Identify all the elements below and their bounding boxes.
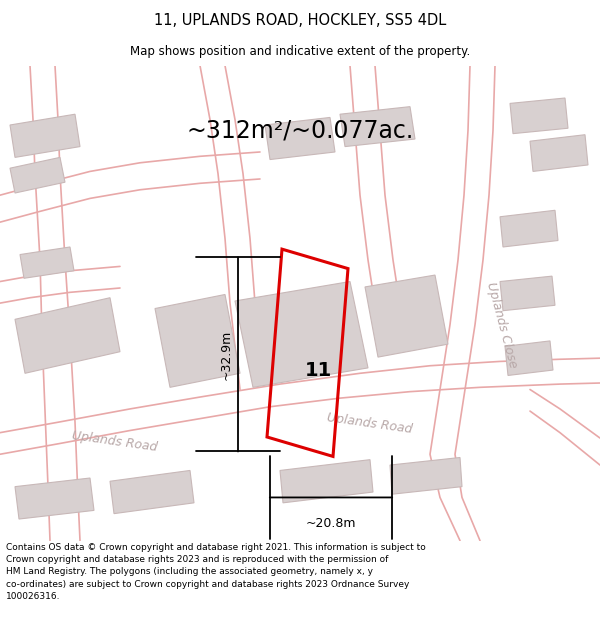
Polygon shape — [390, 458, 462, 494]
Polygon shape — [365, 275, 448, 357]
Polygon shape — [500, 210, 558, 247]
Text: Contains OS data © Crown copyright and database right 2021. This information is : Contains OS data © Crown copyright and d… — [6, 543, 426, 601]
Text: 11: 11 — [304, 361, 332, 379]
Polygon shape — [155, 294, 240, 388]
Polygon shape — [15, 478, 94, 519]
Polygon shape — [110, 471, 194, 514]
Polygon shape — [15, 298, 120, 373]
Polygon shape — [235, 281, 368, 388]
Polygon shape — [10, 114, 80, 158]
Polygon shape — [510, 98, 568, 134]
Polygon shape — [500, 276, 555, 311]
Text: ~32.9m: ~32.9m — [220, 329, 233, 379]
Text: Uplands Road: Uplands Road — [326, 412, 413, 436]
Polygon shape — [20, 247, 74, 278]
Polygon shape — [505, 341, 553, 376]
Text: ~20.8m: ~20.8m — [306, 517, 356, 530]
Polygon shape — [340, 107, 415, 147]
Text: Map shows position and indicative extent of the property.: Map shows position and indicative extent… — [130, 44, 470, 58]
Text: Uplands Close: Uplands Close — [484, 280, 520, 369]
Polygon shape — [265, 118, 335, 159]
Polygon shape — [530, 135, 588, 171]
Polygon shape — [280, 459, 373, 503]
Text: Uplands Road: Uplands Road — [71, 429, 158, 454]
Text: ~312m²/~0.077ac.: ~312m²/~0.077ac. — [187, 118, 413, 142]
Text: 11, UPLANDS ROAD, HOCKLEY, SS5 4DL: 11, UPLANDS ROAD, HOCKLEY, SS5 4DL — [154, 13, 446, 28]
Polygon shape — [10, 158, 65, 193]
